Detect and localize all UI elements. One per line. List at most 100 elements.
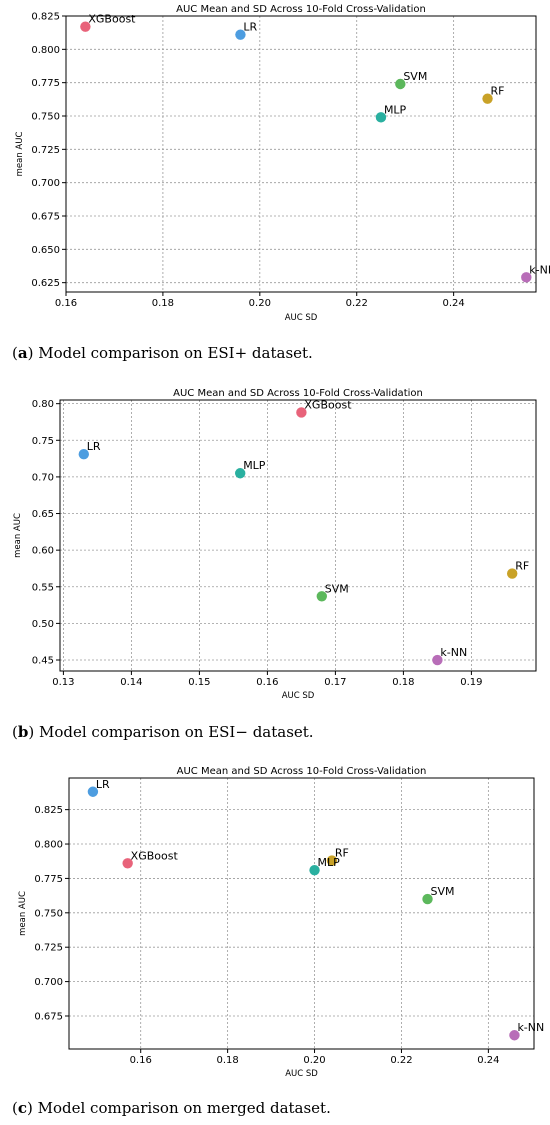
point-label: k-NN	[440, 646, 467, 659]
point-label: MLP	[243, 459, 266, 472]
point-label: SVM	[431, 885, 455, 898]
figure-caption-c: (c) Model comparison on merged dataset.	[12, 1099, 331, 1117]
plot-frame	[59, 399, 537, 672]
data-point	[507, 568, 518, 579]
y-tick-label: 0.65	[32, 509, 54, 520]
data-point	[235, 29, 246, 40]
figure-caption-a: (a) Model comparison on ESI+ dataset.	[12, 344, 313, 362]
caption-letter: b	[17, 723, 29, 741]
caption-letter: a	[17, 344, 28, 362]
plot-frame	[65, 15, 537, 293]
data-point	[316, 591, 327, 602]
y-tick-label: 0.800	[31, 45, 60, 56]
x-tick-label: 0.24	[442, 298, 464, 309]
data-point	[80, 21, 91, 32]
data-point	[395, 78, 406, 90]
y-tick-label: 0.50	[32, 619, 54, 630]
y-tick-label: 0.775	[34, 874, 63, 885]
y-tick-label: 0.750	[31, 112, 60, 123]
scatter-chart-b: AUC Mean and SD Across 10-Fold Cross-Val…	[13, 388, 537, 701]
x-axis-label: AUC SD	[285, 1069, 318, 1079]
point-label: LR	[87, 440, 101, 453]
x-axis-label: AUC SD	[282, 691, 315, 701]
point-label: RF	[515, 560, 529, 573]
point-label: XGBoost	[304, 398, 352, 411]
x-axis-label: AUC SD	[285, 313, 318, 323]
chart-title: AUC Mean and SD Across 10-Fold Cross-Val…	[177, 766, 427, 777]
x-tick-label: 0.15	[188, 677, 210, 688]
point-label: LR	[96, 778, 110, 791]
data-point	[422, 893, 433, 905]
y-tick-label: 0.75	[32, 436, 54, 447]
point-label: SVM	[403, 70, 427, 83]
x-tick-label: 0.16	[256, 677, 278, 688]
data-point	[87, 786, 99, 797]
y-tick-label: 0.45	[32, 656, 54, 667]
y-tick-label: 0.825	[31, 12, 60, 23]
data-point	[482, 93, 493, 104]
y-axis-label: mean AUC	[15, 132, 25, 177]
y-tick-label: 0.55	[32, 582, 54, 593]
point-label: XGBoost	[131, 849, 179, 862]
x-tick-label: 0.17	[324, 677, 346, 688]
data-point	[432, 654, 443, 666]
y-axis-label: mean AUC	[13, 513, 23, 558]
y-tick-label: 0.775	[31, 78, 60, 89]
x-tick-label: 0.16	[130, 1055, 152, 1066]
y-tick-label: 0.725	[34, 943, 63, 954]
x-tick-label: 0.14	[120, 677, 142, 688]
chart-title: AUC Mean and SD Across 10-Fold Cross-Val…	[176, 4, 426, 15]
y-tick-label: 0.825	[34, 805, 63, 816]
point-label: k-NN	[529, 263, 550, 276]
data-point	[309, 864, 320, 876]
data-point	[509, 1030, 520, 1041]
point-label: LR	[243, 21, 257, 34]
x-tick-label: 0.18	[392, 677, 414, 688]
point-label: RF	[335, 847, 349, 860]
figure-panel-b: AUC Mean and SD Across 10-Fold Cross-Val…	[0, 380, 550, 760]
y-axis-label: mean AUC	[18, 891, 28, 936]
plot-frame	[68, 777, 535, 1050]
y-tick-label: 0.80	[32, 399, 54, 410]
data-point	[122, 858, 133, 869]
y-tick-label: 0.625	[31, 278, 60, 289]
caption-text: Model comparison on ESI− dataset.	[38, 723, 314, 741]
point-label: XGBoost	[88, 13, 136, 26]
y-tick-label: 0.750	[34, 908, 63, 919]
point-label: k-NN	[517, 1021, 544, 1034]
x-tick-label: 0.18	[152, 298, 174, 309]
y-tick-label: 0.700	[34, 977, 63, 988]
point-label: MLP	[384, 103, 407, 116]
figure-panel-c: AUC Mean and SD Across 10-Fold Cross-Val…	[0, 760, 550, 1125]
scatter-chart-a: AUC Mean and SD Across 10-Fold Cross-Val…	[15, 4, 550, 323]
scatter-chart-c: AUC Mean and SD Across 10-Fold Cross-Val…	[18, 766, 544, 1079]
x-tick-label: 0.18	[216, 1055, 238, 1066]
y-tick-label: 0.675	[34, 1011, 63, 1022]
x-tick-label: 0.20	[303, 1055, 325, 1066]
x-tick-label: 0.24	[477, 1055, 499, 1066]
x-tick-label: 0.16	[55, 298, 77, 309]
data-point	[375, 112, 387, 123]
y-tick-label: 0.725	[31, 145, 60, 156]
data-point	[235, 468, 246, 479]
y-tick-label: 0.675	[31, 212, 60, 223]
x-tick-label: 0.22	[390, 1055, 412, 1066]
caption-letter: c	[17, 1099, 27, 1117]
data-point	[78, 449, 90, 460]
y-tick-label: 0.800	[34, 840, 63, 851]
y-tick-label: 0.650	[31, 245, 60, 256]
data-point	[521, 272, 532, 283]
data-point	[296, 407, 307, 418]
point-label: SVM	[325, 582, 349, 595]
point-label: RF	[491, 85, 505, 98]
x-tick-label: 0.20	[249, 298, 271, 309]
caption-text: Model comparison on merged dataset.	[37, 1099, 331, 1117]
figure-caption-b: (b) Model comparison on ESI− dataset.	[12, 723, 314, 741]
x-tick-label: 0.13	[52, 677, 74, 688]
figure-panel-a: AUC Mean and SD Across 10-Fold Cross-Val…	[0, 0, 550, 372]
y-tick-label: 0.700	[31, 178, 60, 189]
y-tick-label: 0.60	[32, 546, 54, 557]
chart-title: AUC Mean and SD Across 10-Fold Cross-Val…	[173, 388, 423, 399]
x-tick-label: 0.22	[346, 298, 368, 309]
x-tick-label: 0.19	[460, 677, 482, 688]
